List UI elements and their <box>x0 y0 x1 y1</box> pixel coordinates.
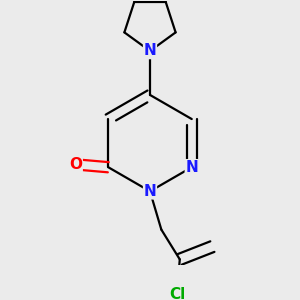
Text: N: N <box>144 184 156 199</box>
Text: O: O <box>69 157 82 172</box>
Text: Cl: Cl <box>169 287 185 300</box>
Text: N: N <box>185 160 198 175</box>
Text: N: N <box>144 44 156 59</box>
